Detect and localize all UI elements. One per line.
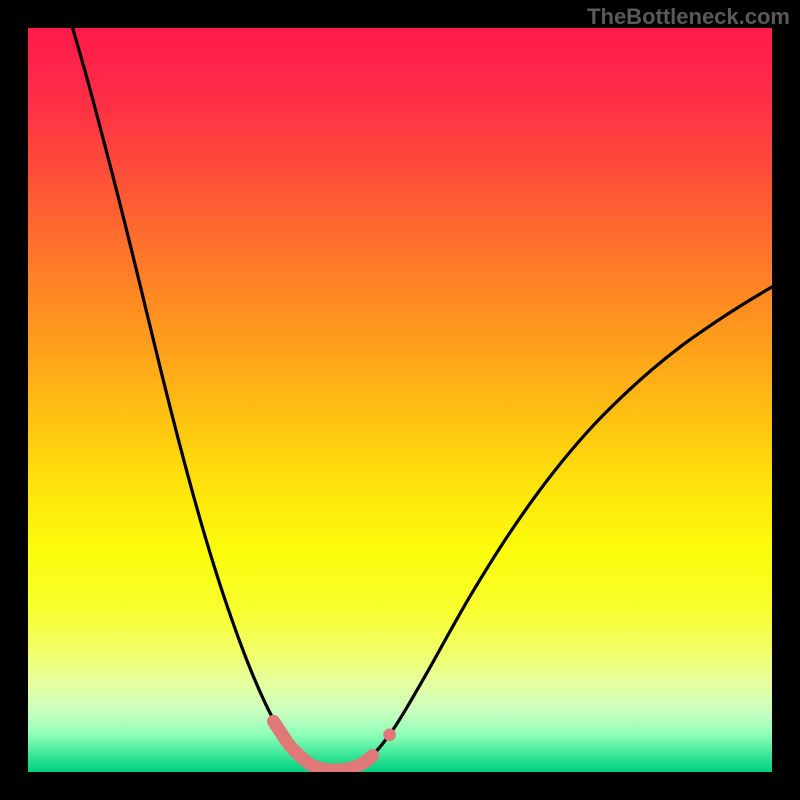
overlay-dot xyxy=(383,729,396,742)
plot-svg xyxy=(28,28,772,772)
chart-container: TheBottleneck.com xyxy=(0,0,800,800)
plot-area xyxy=(28,28,772,772)
watermark-text: TheBottleneck.com xyxy=(587,4,790,30)
